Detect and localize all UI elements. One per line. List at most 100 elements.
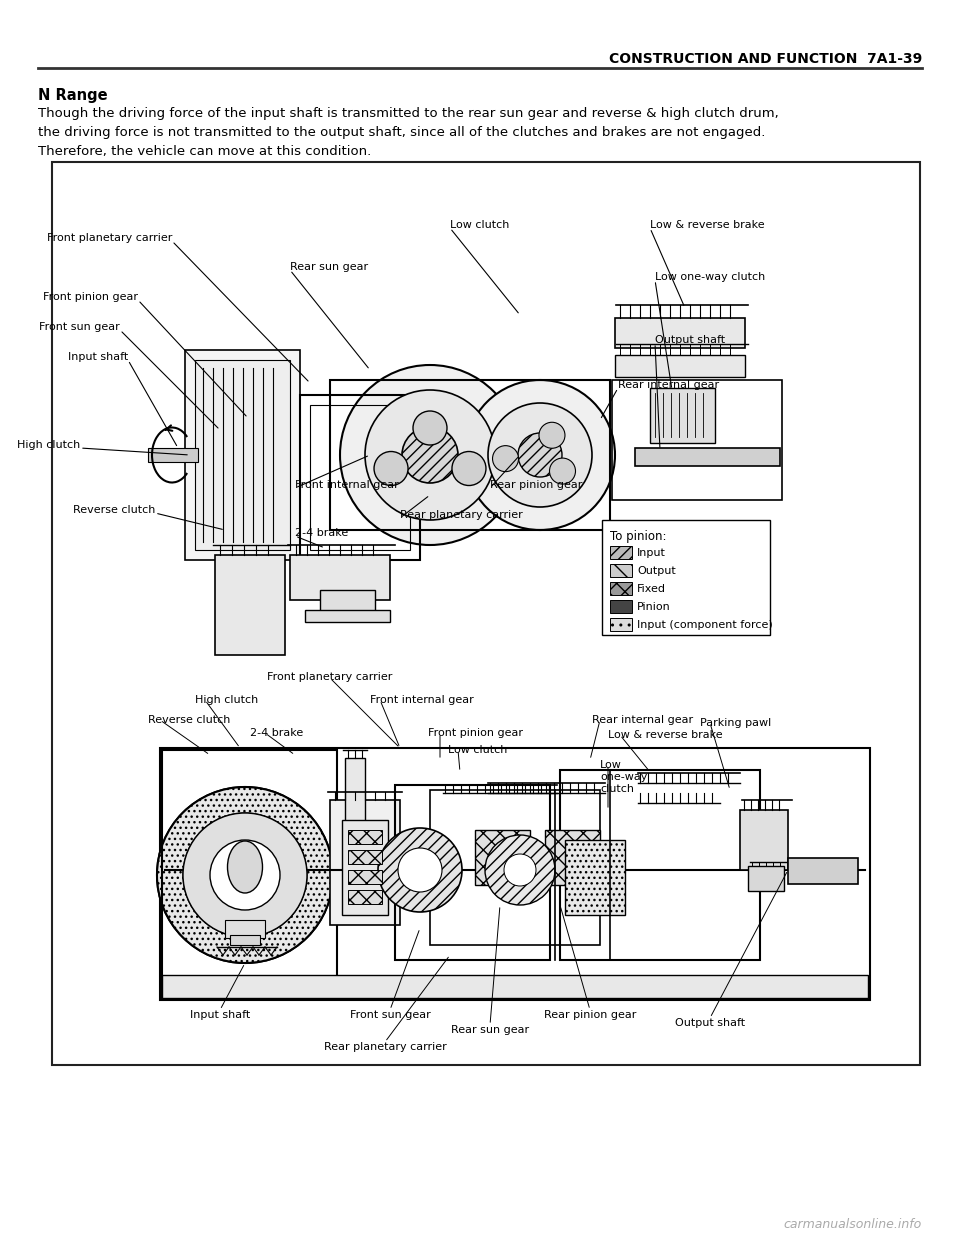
Bar [342, 820, 388, 915]
Circle shape [183, 814, 307, 936]
Text: Pinion: Pinion [637, 602, 671, 612]
Bar [748, 866, 784, 891]
Bar [610, 600, 632, 614]
Bar [330, 380, 610, 530]
Bar [230, 935, 260, 945]
Text: Rear sun gear: Rear sun gear [290, 262, 368, 272]
Bar [300, 395, 420, 560]
Text: Output: Output [637, 566, 676, 576]
Circle shape [235, 864, 255, 886]
Bar [610, 582, 632, 595]
Text: Input (component force): Input (component force) [637, 620, 773, 630]
Text: the driving force is not transmitted to the output shaft, since all of the clutc: the driving force is not transmitted to … [38, 125, 765, 139]
Circle shape [465, 380, 615, 530]
Circle shape [539, 422, 565, 448]
Circle shape [518, 433, 562, 477]
Bar [185, 350, 300, 560]
Text: N Range: N Range [38, 88, 108, 103]
Circle shape [402, 427, 458, 483]
Text: Front internal gear: Front internal gear [295, 479, 398, 491]
Circle shape [157, 787, 333, 963]
Bar [475, 830, 530, 886]
Bar [650, 388, 715, 443]
Text: 2-4 brake: 2-4 brake [250, 728, 303, 738]
Text: Output shaft: Output shaft [655, 335, 725, 345]
Bar [635, 448, 780, 466]
Circle shape [213, 843, 277, 907]
Text: Front pinion gear: Front pinion gear [43, 292, 138, 302]
Text: Low one-way clutch: Low one-way clutch [655, 272, 765, 282]
Text: CONSTRUCTION AND FUNCTION  7A1-39: CONSTRUCTION AND FUNCTION 7A1-39 [609, 52, 922, 66]
Bar [565, 840, 625, 915]
Circle shape [452, 452, 486, 486]
Bar [740, 810, 788, 869]
Bar [348, 830, 382, 845]
Bar [348, 850, 382, 864]
Circle shape [413, 411, 447, 445]
Text: Though the driving force of the input shaft is transmitted to the rear sun gear : Though the driving force of the input sh… [38, 107, 779, 120]
Bar [545, 830, 600, 886]
Bar [610, 619, 632, 631]
Circle shape [157, 787, 333, 963]
Text: Rear pinion gear: Rear pinion gear [490, 479, 583, 491]
Circle shape [378, 828, 462, 912]
Bar [320, 590, 375, 615]
Text: High clutch: High clutch [195, 696, 258, 705]
Text: Low clutch: Low clutch [448, 745, 508, 755]
Text: Front pinion gear: Front pinion gear [428, 728, 523, 738]
Circle shape [549, 458, 575, 484]
Circle shape [485, 835, 555, 905]
Text: Front sun gear: Front sun gear [39, 322, 120, 332]
Bar [52, 161, 920, 1064]
Text: Parking pawl: Parking pawl [700, 718, 771, 728]
Text: carmanualsonline.info: carmanualsonline.info [783, 1218, 922, 1231]
Text: Low & reverse brake: Low & reverse brake [608, 730, 723, 740]
Bar [215, 555, 285, 655]
Bar [345, 758, 365, 823]
Bar [612, 380, 782, 501]
Text: Input: Input [637, 548, 666, 558]
Ellipse shape [228, 841, 262, 893]
Circle shape [183, 814, 307, 936]
Bar [148, 448, 198, 462]
Text: Output shaft: Output shaft [675, 1018, 745, 1028]
Circle shape [365, 390, 495, 520]
Text: Rear planetary carrier: Rear planetary carrier [324, 1042, 446, 1052]
Bar [330, 800, 400, 925]
Bar [195, 360, 290, 550]
Bar [610, 564, 632, 578]
Text: Rear pinion gear: Rear pinion gear [543, 1010, 636, 1020]
Text: Rear planetary carrier: Rear planetary carrier [400, 510, 523, 520]
Bar [395, 785, 550, 960]
Bar [348, 869, 382, 884]
Circle shape [504, 854, 536, 886]
Bar [788, 858, 858, 884]
Text: To pinion:: To pinion: [610, 530, 666, 543]
Text: Front planetary carrier: Front planetary carrier [47, 233, 172, 243]
Text: Front sun gear: Front sun gear [349, 1010, 430, 1020]
Bar [560, 770, 760, 960]
Bar [290, 555, 390, 600]
Bar [160, 748, 870, 1000]
Bar [310, 405, 410, 550]
Bar [348, 891, 382, 904]
Bar [615, 355, 745, 378]
Circle shape [210, 840, 280, 910]
Circle shape [488, 402, 592, 507]
Text: Therefore, the vehicle can move at this condition.: Therefore, the vehicle can move at this … [38, 145, 372, 158]
Text: Front planetary carrier: Front planetary carrier [267, 672, 393, 682]
Circle shape [398, 848, 442, 892]
Text: Reverse clutch: Reverse clutch [148, 715, 230, 725]
Bar [610, 546, 632, 559]
Text: one-way: one-way [600, 773, 647, 782]
Text: clutch: clutch [600, 784, 634, 794]
Text: Input shaft: Input shaft [68, 351, 128, 361]
Text: Front internal gear: Front internal gear [370, 696, 473, 705]
Bar [162, 750, 337, 999]
Text: Rear sun gear: Rear sun gear [451, 1025, 529, 1035]
Text: Input shaft: Input shaft [190, 1010, 251, 1020]
Circle shape [340, 365, 520, 545]
Bar [615, 318, 745, 348]
Bar [225, 920, 265, 938]
Text: Rear internal gear: Rear internal gear [592, 715, 693, 725]
